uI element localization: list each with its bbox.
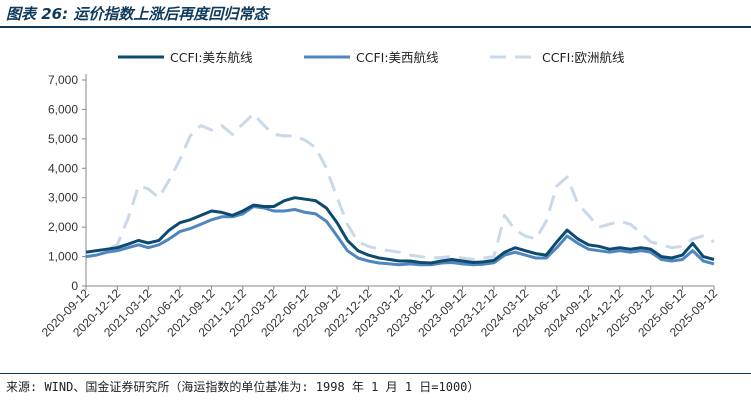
legend: CCFI:美东航线 CCFI:美西航线 CCFI:欧洲航线 (118, 50, 625, 65)
line-chart: 0 1,000 2,000 3,000 4,000 5,000 6,000 7,000 202… (39, 50, 721, 340)
source-divider (0, 373, 751, 374)
y-tick-label: 7,000 (48, 73, 78, 87)
series-layer (85, 112, 715, 267)
y-tick-label: 1,000 (48, 250, 78, 264)
title-divider (0, 26, 751, 28)
chart-title: 图表 26: 运价指数上涨后再度回归常态 (6, 5, 269, 23)
series-line (85, 205, 715, 267)
y-tick-label: 5,000 (48, 132, 78, 146)
legend-label: CCFI:欧洲航线 (542, 50, 625, 65)
y-tick-label: 6,000 (48, 102, 78, 116)
series-line (85, 112, 715, 261)
legend-label: CCFI:美东航线 (170, 50, 253, 65)
y-axis: 0 1,000 2,000 3,000 4,000 5,000 6,000 7,000 (48, 73, 87, 293)
y-tick-label: 2,000 (48, 220, 78, 234)
y-tick-label: 3,000 (48, 191, 78, 205)
x-axis: 2020-09-122020-12-122021-03-122021-06-12… (39, 285, 720, 340)
source-note: 来源: WIND、国金证券研究所（海运指数的单位基准为: 1998 年 1 月 … (6, 380, 480, 394)
y-tick-label: 4,000 (48, 161, 78, 175)
legend-label: CCFI:美西航线 (356, 50, 439, 65)
series-line (85, 196, 715, 265)
y-tick-label: 0 (71, 279, 78, 293)
